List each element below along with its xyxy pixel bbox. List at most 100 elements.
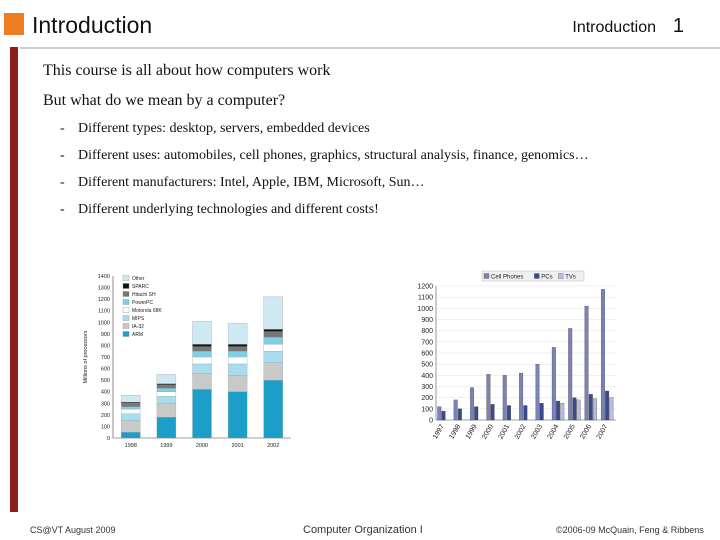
- bar-segment: [156, 417, 177, 439]
- bar-segment: [156, 403, 177, 418]
- legend-label: TVs: [565, 275, 576, 281]
- bar-segment: [121, 420, 141, 433]
- bar-segment: [192, 373, 212, 390]
- bar-segment: [121, 408, 141, 414]
- y-tick-label: 1000: [417, 306, 433, 313]
- bullet-dash: -: [60, 175, 65, 190]
- processors-stacked-bar-chart: 0 100 200 300 400 500 600 700 800 900 1000 1100 1200…: [83, 270, 298, 452]
- bar: [535, 364, 540, 421]
- x-tick-label: 1998: [125, 443, 137, 449]
- legend-label: ARM: [132, 332, 143, 338]
- bar: [453, 399, 458, 421]
- bar: [490, 404, 495, 421]
- y-tick-label: 300: [421, 384, 433, 391]
- bar: [551, 347, 556, 421]
- x-tick-label: 2001: [231, 443, 243, 449]
- y-tick-label: 600: [101, 367, 110, 373]
- bullet-item: - Different uses: automobiles, cell phone…: [60, 148, 589, 164]
- bar-segment: [227, 391, 248, 439]
- y-tick-label: 100: [101, 424, 110, 430]
- legend-label: PowerPC: [132, 300, 154, 306]
- bullet-item: - Different types: desktop, servers, embe…: [60, 121, 370, 137]
- legend-label: Hitachi SH: [132, 292, 156, 298]
- legend-box: [481, 270, 585, 282]
- left-accent-bar: [10, 47, 18, 512]
- legend-swatch: [558, 273, 564, 279]
- y-tick-label: 600: [421, 351, 433, 358]
- legend-label: Cell Phones: [491, 275, 523, 281]
- bullet-dash: -: [60, 202, 65, 217]
- section-label: Introduction: [572, 19, 656, 36]
- header-divider: [20, 47, 720, 49]
- y-tick-label: 300: [101, 401, 110, 407]
- legend-swatch: [122, 299, 130, 305]
- content-line-2: But what do we mean by a computer?: [43, 92, 286, 109]
- bar-segment: [227, 323, 248, 345]
- y-tick-label: 700: [101, 355, 110, 361]
- bar-segment: [263, 296, 283, 330]
- legend-swatch: [122, 323, 130, 329]
- bar-segment: [227, 375, 248, 392]
- legend-label: IA-32: [132, 324, 144, 330]
- bar-segment: [121, 413, 141, 421]
- bar-segment: [263, 351, 283, 363]
- footer-left: CS@VT August 2009: [30, 525, 116, 535]
- bullet-item: - Different manufacturers: Intel, Apple, …: [60, 175, 425, 191]
- y-tick-label: 200: [421, 395, 433, 402]
- y-tick-label: 900: [101, 332, 110, 338]
- bar-segment: [121, 403, 141, 407]
- bullet-dash: -: [60, 121, 65, 136]
- bar-segment: [227, 351, 248, 358]
- bar-segment: [227, 346, 248, 352]
- bullet-text: Different types: desktop, servers, embed…: [78, 121, 370, 136]
- bar-segment: [156, 384, 177, 389]
- bar-segment: [192, 363, 212, 374]
- bullet-text: Different manufacturers: Intel, Apple, I…: [78, 175, 425, 190]
- bullet-item: - Different underlying technologies and d…: [60, 202, 379, 218]
- footer-middle: Computer Organization I: [303, 524, 423, 536]
- bar-segment: [121, 395, 141, 403]
- y-tick-label: 1100: [98, 309, 110, 315]
- legend-label: MIPS: [132, 316, 145, 322]
- y-tick-label: 900: [421, 317, 433, 324]
- y-tick-label: 500: [101, 378, 110, 384]
- bar-segment: [156, 391, 177, 397]
- title-accent-square: [4, 13, 24, 35]
- bar-segment: [156, 383, 177, 385]
- legend-swatch: [122, 331, 130, 337]
- legend-swatch: [122, 275, 130, 281]
- legend-label: SPARC: [132, 284, 149, 290]
- bar-segment: [263, 337, 283, 345]
- bar: [576, 399, 581, 421]
- y-tick-label: 0: [429, 418, 433, 425]
- y-tick-label: 1100: [418, 295, 433, 302]
- legend-swatch: [483, 273, 490, 279]
- y-tick-label: 1000: [98, 320, 110, 326]
- bar-segment: [227, 356, 248, 365]
- legend-label: Other: [132, 276, 145, 282]
- bar: [519, 372, 524, 421]
- bar-segment: [263, 329, 283, 332]
- y-tick-label: 1300: [98, 286, 110, 292]
- y-tick-label: 200: [101, 413, 110, 419]
- bar: [593, 398, 597, 421]
- y-tick-label: 1200: [417, 284, 433, 291]
- bar: [457, 408, 462, 421]
- bar: [507, 405, 511, 421]
- bar: [572, 397, 577, 421]
- y-tick-label: 1400: [98, 274, 110, 280]
- y-tick-label: 400: [421, 373, 433, 380]
- bar-segment: [227, 363, 248, 376]
- bar-segment: [263, 379, 283, 439]
- y-tick-label: 500: [421, 362, 433, 369]
- bullet-text: Different uses: automobiles, cell phones…: [78, 148, 589, 163]
- y-tick-label: 700: [421, 339, 433, 346]
- x-tick-label: 2002: [267, 443, 279, 449]
- bar: [605, 390, 610, 421]
- bar: [600, 289, 605, 421]
- y-tick-label: 800: [101, 343, 110, 349]
- bar-segment: [192, 389, 212, 439]
- bar: [470, 387, 474, 421]
- x-tick-label: 2000: [196, 443, 208, 449]
- bar: [560, 403, 565, 421]
